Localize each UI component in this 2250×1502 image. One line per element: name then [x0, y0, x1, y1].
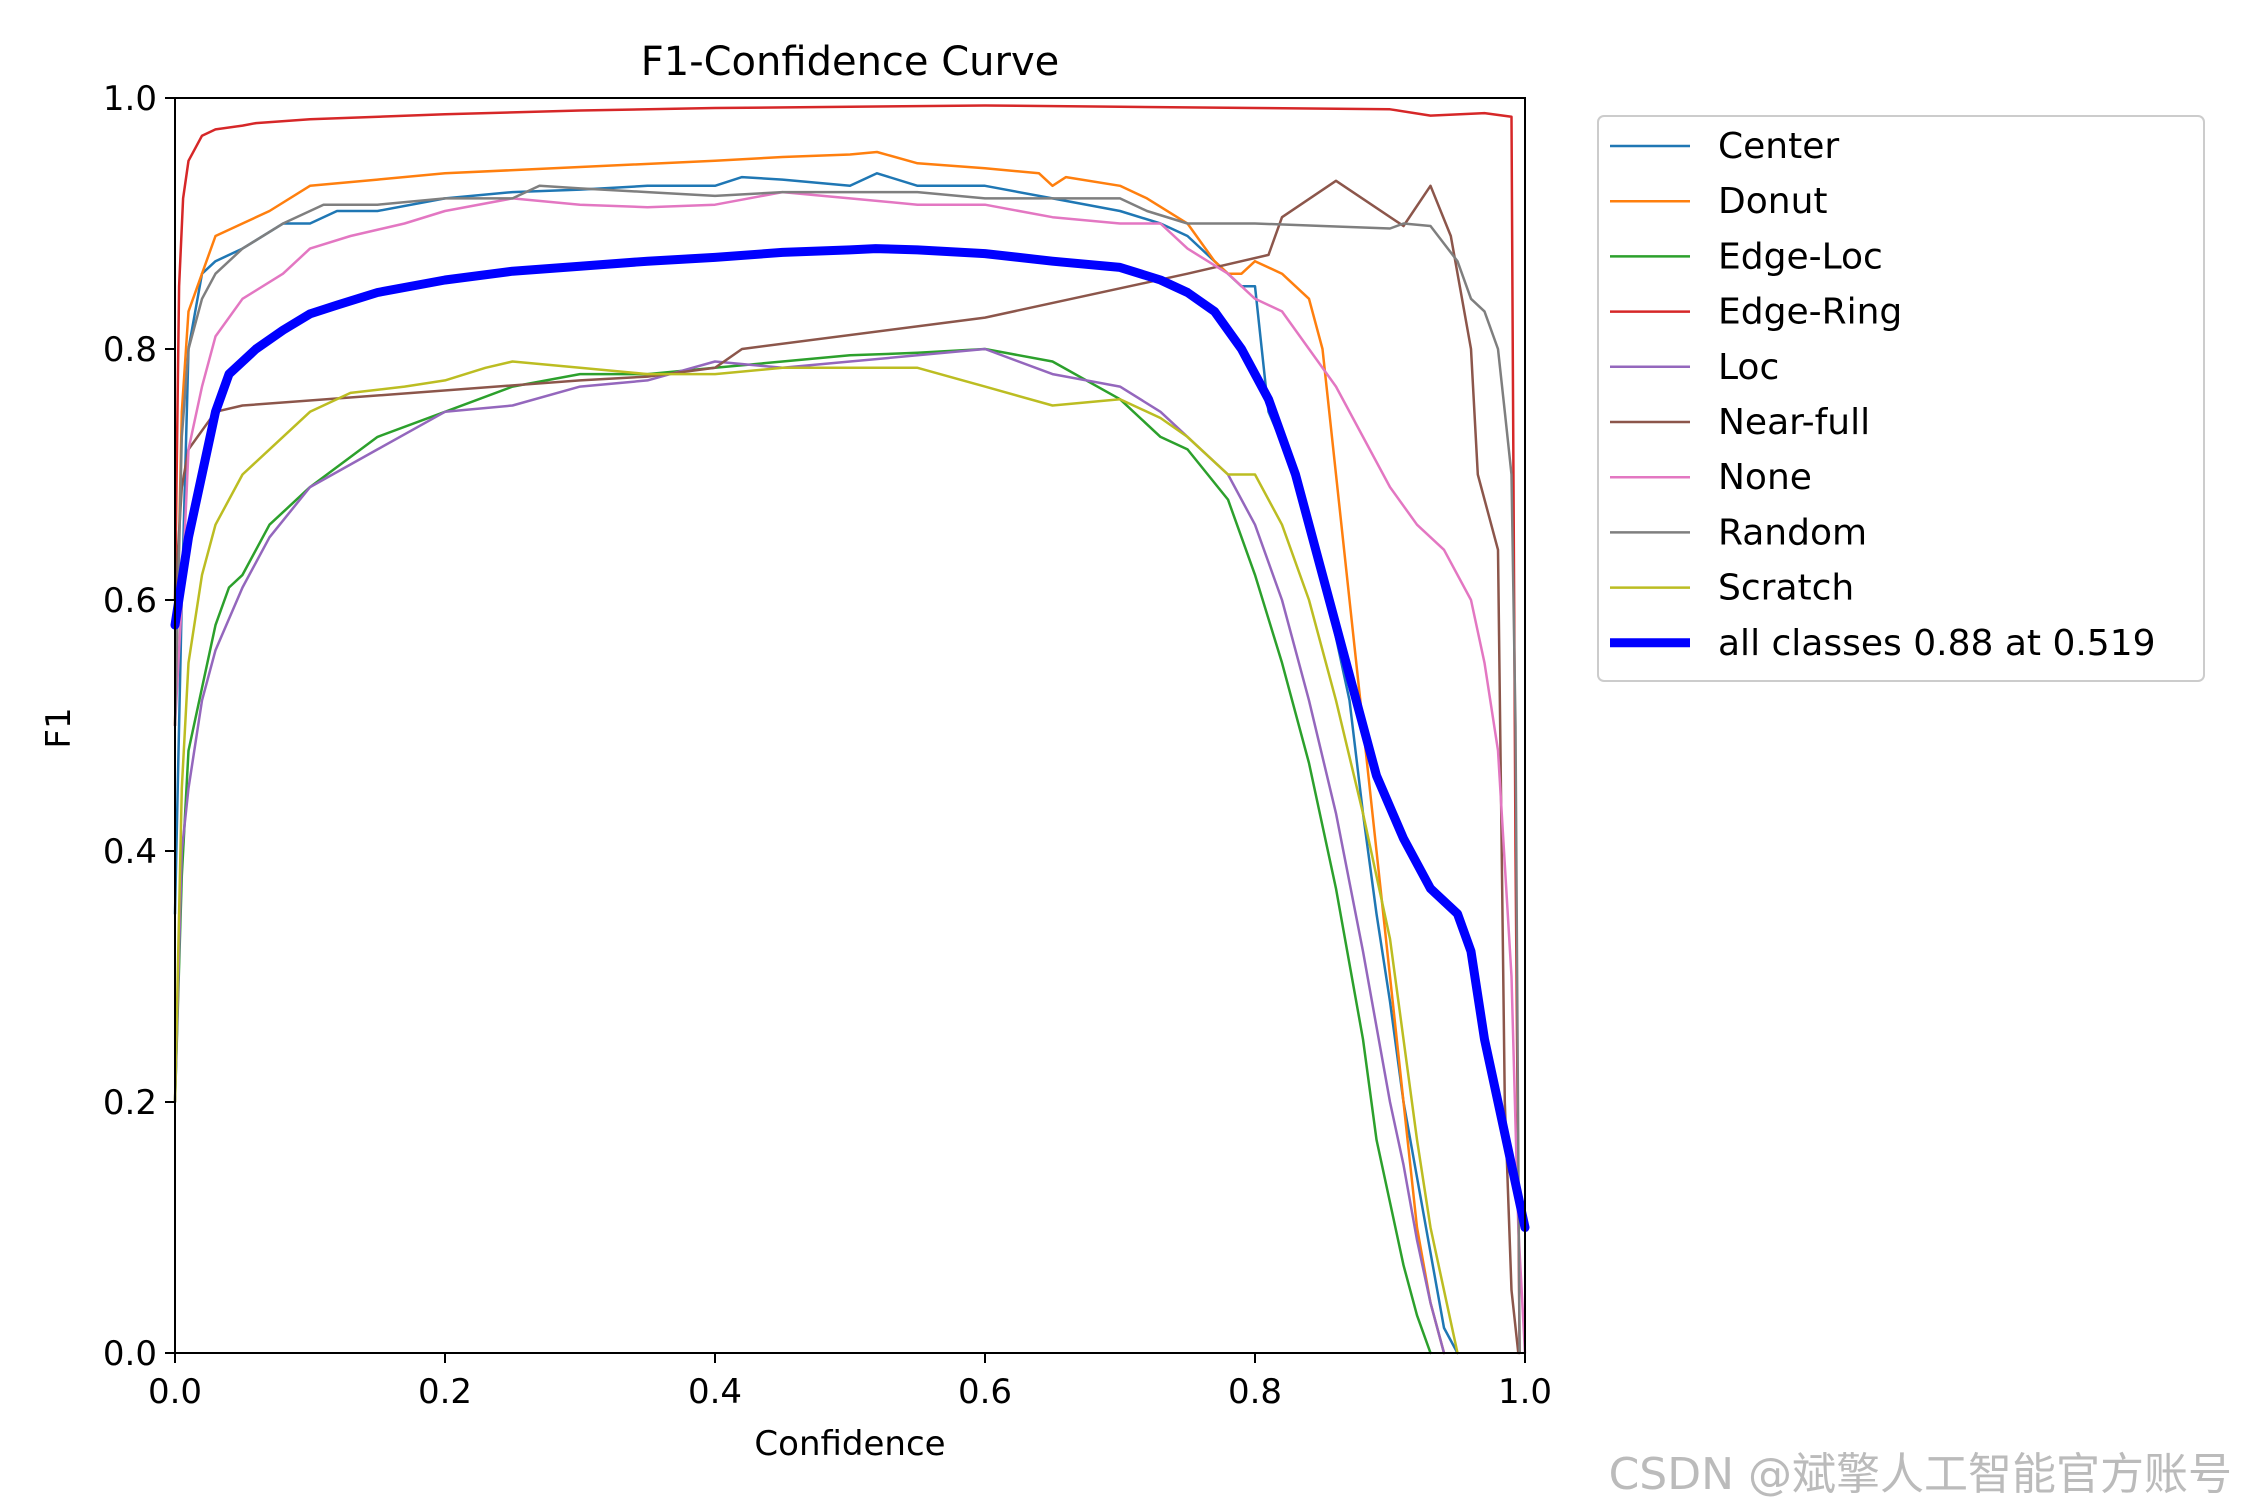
series-line-random [173, 184, 1521, 1355]
x-axis-label: Confidence [754, 1424, 945, 1464]
y-tick-label: 1.0 [103, 79, 157, 119]
legend-box [1597, 115, 2205, 682]
watermark: CSDN @斌擎人工智能官方账号 [1608, 1449, 2232, 1500]
legend-label-edge-loc: Edge-Loc [1718, 236, 1883, 277]
series-line-scratch [173, 360, 1459, 1355]
legend-label-edge-ring: Edge-Ring [1718, 292, 1902, 333]
y-tick-label: 0.4 [103, 832, 157, 872]
series-line-edge-ring [173, 104, 1521, 1355]
legend-label-scratch: Scratch [1718, 568, 1854, 609]
y-axis-label: F1 [39, 707, 79, 748]
series-line-loc [173, 347, 1446, 1355]
legend-label-center: Center [1718, 126, 1839, 167]
x-tick-label: 0.4 [688, 1372, 742, 1412]
y-axis: 0.0 0.2 0.4 0.6 0.8 1.0 [103, 79, 175, 1374]
x-tick-label: 0.8 [1228, 1372, 1282, 1412]
series-layer [170, 104, 1530, 1355]
chart-title: F1-Confidence Curve [641, 39, 1060, 85]
y-tick-label: 0.0 [103, 1334, 157, 1374]
series-line-all-classes-0-88-at-0-519 [170, 244, 1530, 1232]
legend-label-random: Random [1718, 512, 1867, 553]
legend-items: Center Donut Edge-Loc Edge-Ring Loc Near-full… [1610, 126, 2156, 664]
series-line-none [173, 190, 1527, 1355]
legend-label-none: None [1718, 457, 1812, 498]
series-line-near-full [173, 179, 1520, 1355]
legend-label-donut: Donut [1718, 181, 1828, 222]
legend-label-all-classes-0-88-at-0-519: all classes 0.88 at 0.519 [1718, 623, 2156, 664]
y-tick-label: 0.2 [103, 1083, 157, 1123]
y-tick-label: 0.6 [103, 581, 157, 621]
y-tick-label: 0.8 [103, 330, 157, 370]
x-tick-label: 0.2 [418, 1372, 472, 1412]
series-line-center [173, 172, 1459, 1355]
x-tick-label: 0.6 [958, 1372, 1012, 1412]
legend: Center Donut Edge-Loc Edge-Ring Loc Near-full… [1597, 115, 2205, 682]
plot-frame [174, 97, 1526, 1354]
series-line-edge-loc [173, 347, 1432, 1355]
x-tick-label: 1.0 [1498, 1372, 1552, 1412]
x-axis: 0.0 0.2 0.4 0.6 0.8 1.0 [148, 1353, 1552, 1412]
series-line-donut [173, 150, 1446, 1355]
legend-label-near-full: Near-full [1718, 402, 1870, 443]
legend-label-loc: Loc [1718, 347, 1779, 388]
x-tick-label: 0.0 [148, 1372, 202, 1412]
